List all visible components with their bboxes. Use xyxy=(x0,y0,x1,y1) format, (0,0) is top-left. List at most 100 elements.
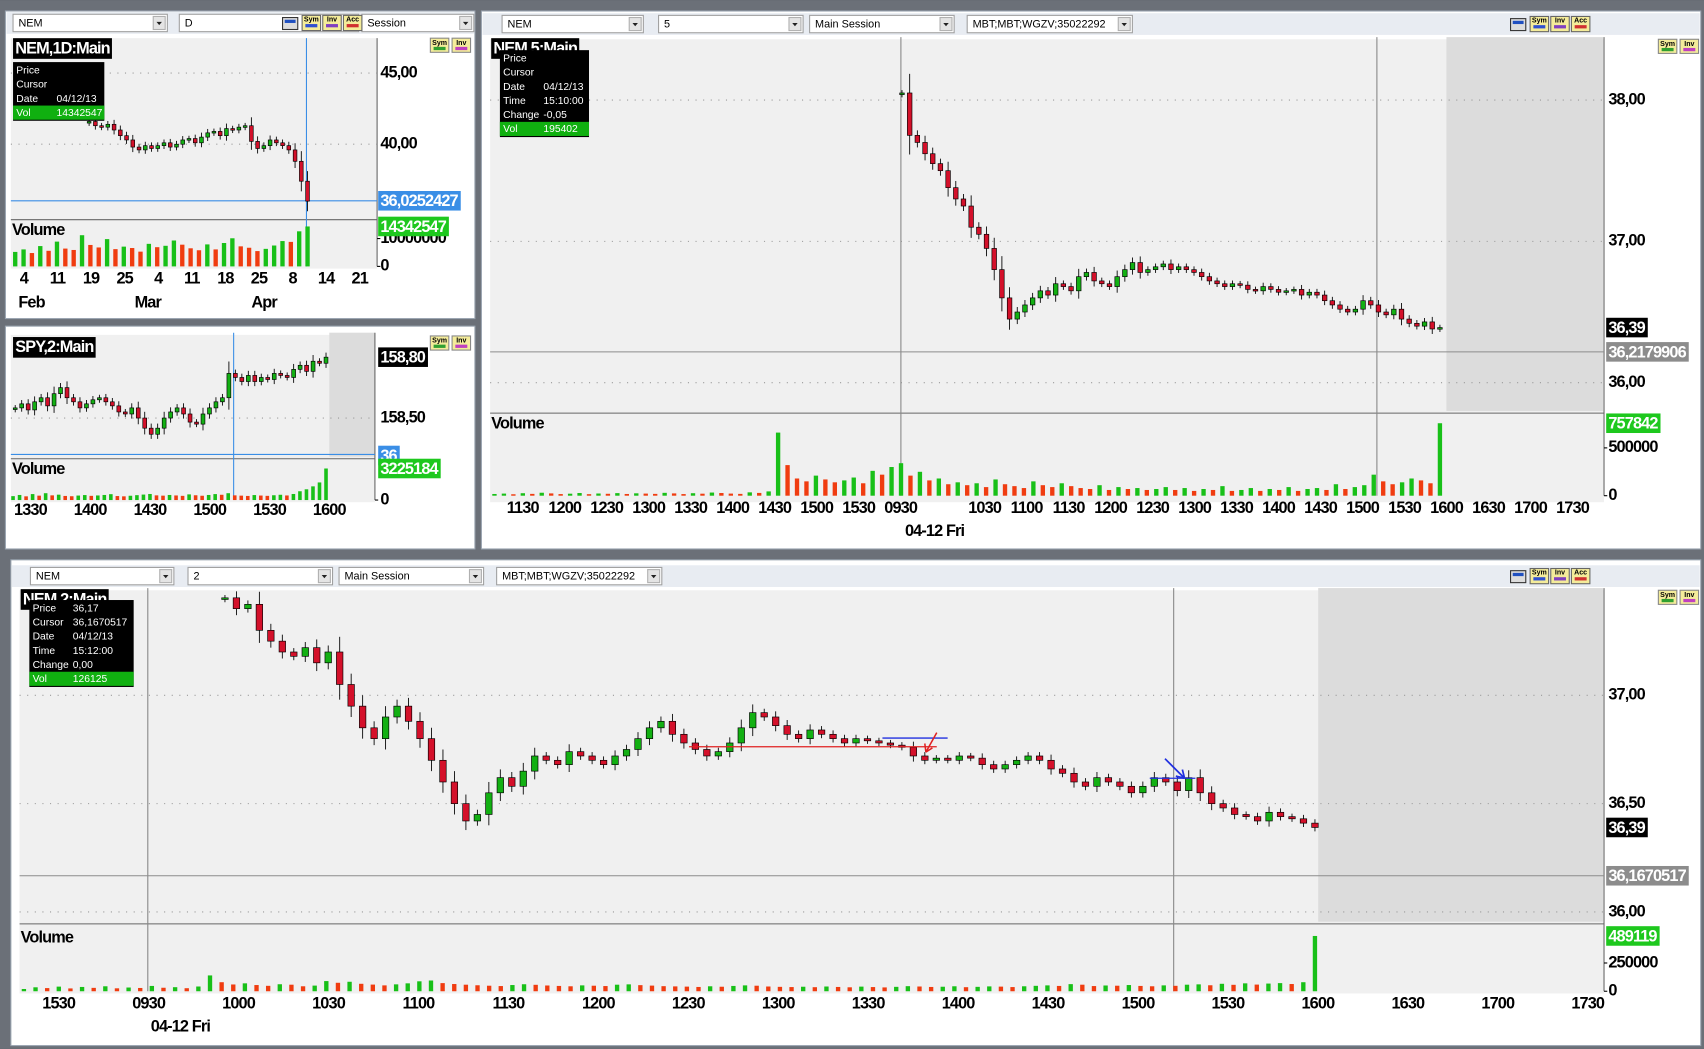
candle xyxy=(416,720,424,739)
volume-bar xyxy=(141,494,146,501)
candle xyxy=(1242,814,1250,817)
volume-bar xyxy=(804,481,809,496)
volume-bar xyxy=(1173,489,1178,496)
candle xyxy=(136,146,142,151)
dropdown[interactable] xyxy=(12,13,168,33)
volume-bar xyxy=(842,480,847,496)
volume-bar xyxy=(11,496,15,501)
candle xyxy=(565,751,573,765)
dropdown[interactable] xyxy=(496,566,663,586)
volume-bar xyxy=(1333,484,1339,496)
candle xyxy=(1058,768,1067,774)
volume-bar xyxy=(1208,985,1213,992)
y-tick-label: 36,50 xyxy=(1608,794,1645,812)
dropdown[interactable] xyxy=(338,566,485,586)
info-label: Price xyxy=(16,66,40,77)
value-badge-text: 14342547 xyxy=(380,218,446,236)
candle xyxy=(496,777,504,794)
candle xyxy=(1222,283,1228,287)
side-button-text: Sym xyxy=(432,338,447,345)
dropdown[interactable] xyxy=(966,14,1133,34)
volume-bar xyxy=(1116,487,1121,496)
dropdown[interactable] xyxy=(501,14,644,34)
y-tick-label: 158,50 xyxy=(380,408,425,426)
volume-bar xyxy=(1258,490,1263,496)
volume-bar xyxy=(1295,490,1301,496)
volume-bar xyxy=(1033,985,1038,992)
candle xyxy=(286,145,292,151)
volume-bar xyxy=(747,492,752,496)
candle xyxy=(922,142,928,155)
x-tick-label: 1330 xyxy=(674,499,708,517)
volume-bar xyxy=(754,985,759,992)
dropdown[interactable] xyxy=(658,14,804,34)
volume-bar xyxy=(205,244,210,267)
side-button-swatch xyxy=(1683,47,1696,52)
candle xyxy=(193,138,198,144)
info-value: 0,00 xyxy=(73,660,93,671)
candle xyxy=(199,136,204,144)
volume-bar xyxy=(1362,485,1367,496)
candle xyxy=(1306,291,1312,296)
volume-bar xyxy=(681,494,686,496)
dropdown[interactable] xyxy=(809,14,955,34)
x-tick-label: 4 xyxy=(154,270,163,288)
volume-bar xyxy=(63,495,67,501)
tool-button-text: Acc xyxy=(1574,570,1587,577)
candle xyxy=(1199,272,1205,278)
volume-bar xyxy=(1045,985,1050,992)
volume-bar xyxy=(54,241,60,267)
volume-bar xyxy=(129,248,135,267)
candle xyxy=(450,781,459,804)
window-icon[interactable] xyxy=(1510,570,1527,584)
value-badge-text: 757842 xyxy=(1608,415,1658,433)
side-button-swatch xyxy=(433,344,446,348)
volume-bar xyxy=(1056,985,1062,992)
volume-bar xyxy=(894,986,899,992)
volume-bar xyxy=(297,231,302,267)
candle xyxy=(148,427,154,435)
volume-bar xyxy=(643,493,648,496)
value-badge xyxy=(378,458,441,479)
volume-bar xyxy=(766,986,771,992)
dropdown-arrow xyxy=(632,22,638,27)
candle xyxy=(58,387,63,395)
volume-tick-label: 0 xyxy=(1608,486,1617,504)
candle xyxy=(181,407,186,415)
volume-bar xyxy=(719,493,724,496)
window-icon[interactable] xyxy=(282,16,299,31)
dropdown[interactable] xyxy=(29,566,175,586)
window-icon[interactable] xyxy=(1510,18,1527,32)
volume-bar xyxy=(56,494,61,501)
dropdown-text: Session xyxy=(367,17,406,29)
candle xyxy=(244,604,252,609)
annotation-arrow xyxy=(924,732,938,753)
tool-button-swatch xyxy=(346,24,359,28)
dropdown[interactable] xyxy=(187,566,334,586)
candle xyxy=(292,149,298,162)
volume-bar xyxy=(1267,489,1272,496)
volume-bar xyxy=(530,493,535,496)
x-tick-label: 1600 xyxy=(1301,995,1335,1013)
volume-bar xyxy=(475,985,480,992)
candle xyxy=(12,407,18,410)
candle xyxy=(634,738,642,750)
volume-bar xyxy=(905,986,911,992)
candle xyxy=(226,373,232,399)
candle xyxy=(252,375,258,382)
volume-bar xyxy=(1115,985,1120,992)
volume-bar xyxy=(1399,482,1405,496)
volume-bar xyxy=(242,983,248,992)
volume-bar xyxy=(246,247,252,267)
window-icon-bar xyxy=(284,19,296,23)
candle xyxy=(1329,300,1335,306)
side-button-swatch xyxy=(1683,598,1696,603)
volume-bar xyxy=(983,487,989,496)
candle xyxy=(955,755,963,761)
volume-bar xyxy=(1021,488,1027,496)
y-tick-label: 36,00 xyxy=(1608,902,1645,920)
x-tick-label: 8 xyxy=(288,270,297,288)
tool-button-swatch xyxy=(326,24,338,28)
chart-title-bg xyxy=(13,38,112,59)
